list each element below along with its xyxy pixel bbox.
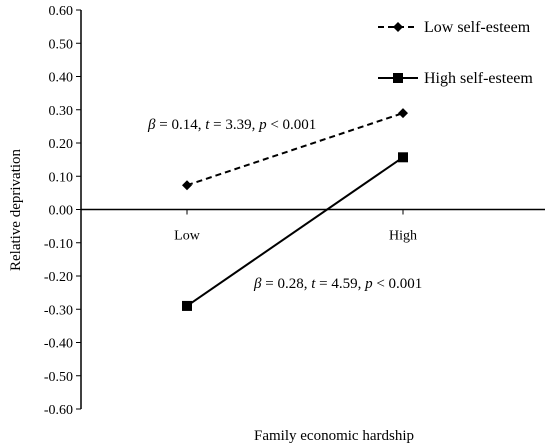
y-axis-title: Relative deprivation [8,148,24,271]
legend: Low self-esteem High self-esteem [378,19,533,87]
y-tick-label: -0.50 [44,370,73,385]
legend-item: High self-esteem [378,70,533,87]
y-tick-label: 0.20 [49,137,74,152]
y-tick-label: 0.60 [49,4,74,19]
y-tick-label: 0.50 [49,37,74,52]
x-tick-label: High [389,229,417,244]
data-point [182,180,192,191]
y-tick-label: 0.40 [49,71,74,86]
legend-label: High self-esteem [424,70,533,87]
x-tick-label: Low [174,229,201,244]
data-point [182,300,192,311]
y-tick-label: 0.30 [49,104,74,119]
y-tick-label: 0.00 [49,204,74,219]
legend-item: Low self-esteem [378,19,531,36]
x-axis-title: Family economic hardship [254,428,414,444]
y-axis: 0.60 0.50 0.40 0.30 0.20 0.10 0.00 -0.10 -0.20 -0… [44,4,82,418]
data-point [398,108,408,119]
y-tick-label: -0.60 [44,403,73,418]
regression-annotation: β = 0.14, t = 3.39, p < 0.001 [147,117,316,133]
y-tick-label: 0.10 [49,170,74,185]
regression-annotation: β = 0.28, t = 4.59, p < 0.001 [253,276,422,292]
series-line [186,156,404,307]
legend-marker [393,73,403,83]
legend-marker [393,22,403,32]
series-layer [182,108,408,311]
data-point [398,152,408,163]
y-tick-label: -0.10 [44,237,73,252]
series-line [186,112,404,187]
legend-label: Low self-esteem [424,19,531,36]
annotations: β = 0.14, t = 3.39, p < 0.001 β = 0.28, t… [147,117,422,292]
series-1 [182,152,408,311]
x-axis: Low High [81,208,545,244]
series-0 [182,108,408,191]
y-tick-label: -0.40 [44,337,73,352]
y-tick-label: -0.20 [44,270,73,285]
y-tick-label: -0.30 [44,303,73,318]
